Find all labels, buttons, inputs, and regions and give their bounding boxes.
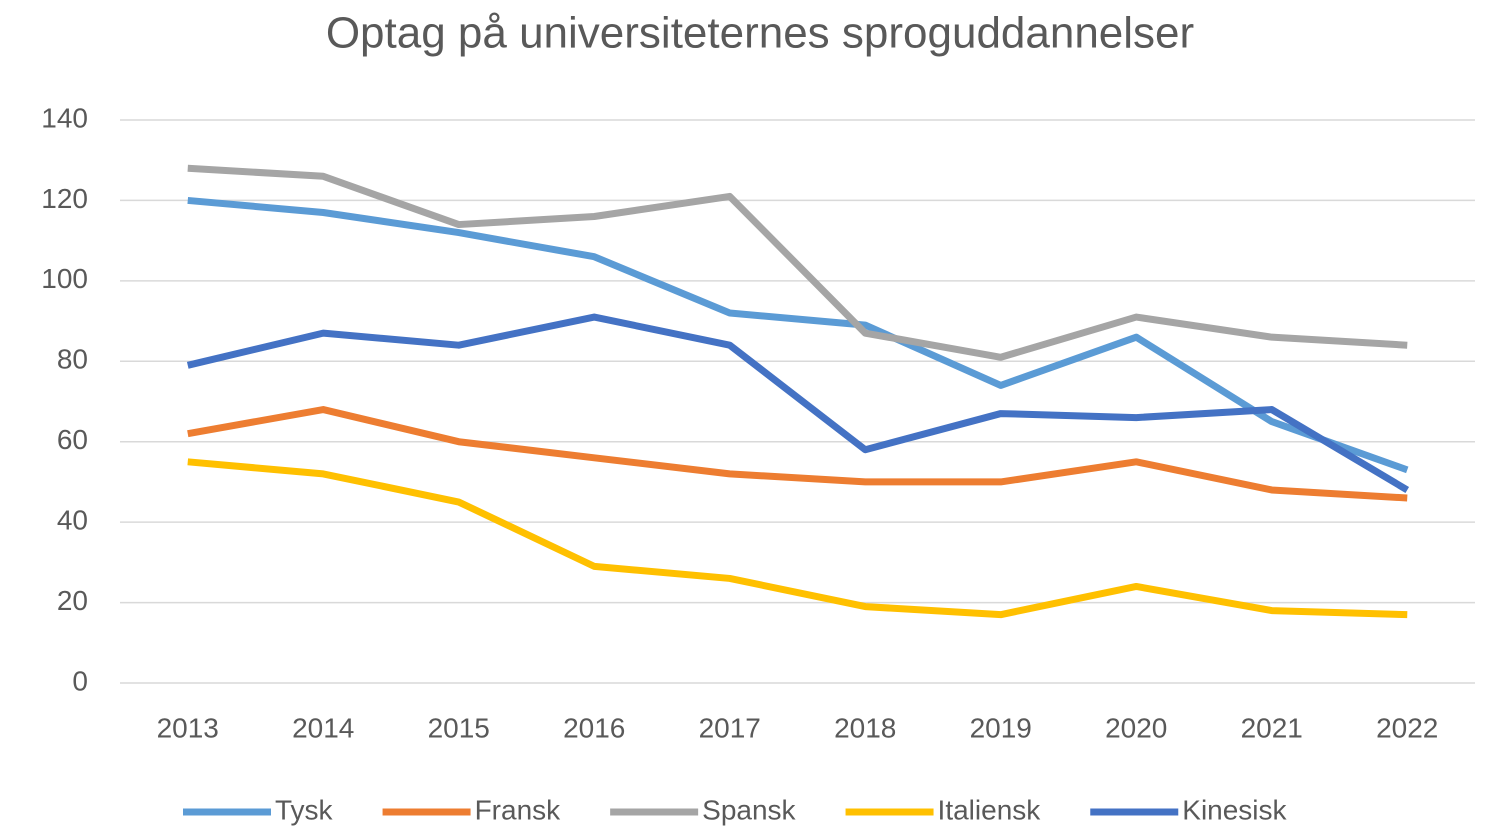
legend-label: Spansk	[702, 794, 796, 825]
legend-label: Kinesisk	[1182, 794, 1287, 825]
x-tick-label: 2020	[1105, 712, 1167, 743]
series-line	[186, 313, 1410, 493]
x-tick-label: 2019	[970, 712, 1032, 743]
y-tick-label: 80	[57, 344, 88, 375]
y-tick-label: 0	[72, 665, 88, 696]
x-tick-label: 2015	[428, 712, 490, 743]
series-line	[187, 196, 1409, 474]
x-tick-label: 2017	[699, 712, 761, 743]
series-line	[187, 406, 1408, 502]
series-line	[187, 164, 1408, 361]
y-tick-label: 20	[57, 585, 88, 616]
y-tick-label: 100	[41, 263, 88, 294]
x-tick-label: 2018	[834, 712, 896, 743]
y-tick-label: 140	[41, 102, 88, 133]
legend-label: Italiensk	[938, 794, 1042, 825]
chart-title: Optag på universiteternes sproguddannels…	[326, 9, 1194, 58]
x-tick-label: 2021	[1241, 712, 1303, 743]
x-tick-label: 2016	[563, 712, 625, 743]
x-tick-label: 2013	[157, 712, 219, 743]
legend-label: Fransk	[475, 794, 562, 825]
series-line	[187, 458, 1408, 619]
legend-label: Tysk	[275, 794, 334, 825]
x-tick-label: 2014	[292, 712, 354, 743]
y-tick-label: 40	[57, 505, 88, 536]
x-tick-label: 2022	[1376, 712, 1438, 743]
y-tick-label: 60	[57, 424, 88, 455]
y-tick-label: 120	[41, 183, 88, 214]
